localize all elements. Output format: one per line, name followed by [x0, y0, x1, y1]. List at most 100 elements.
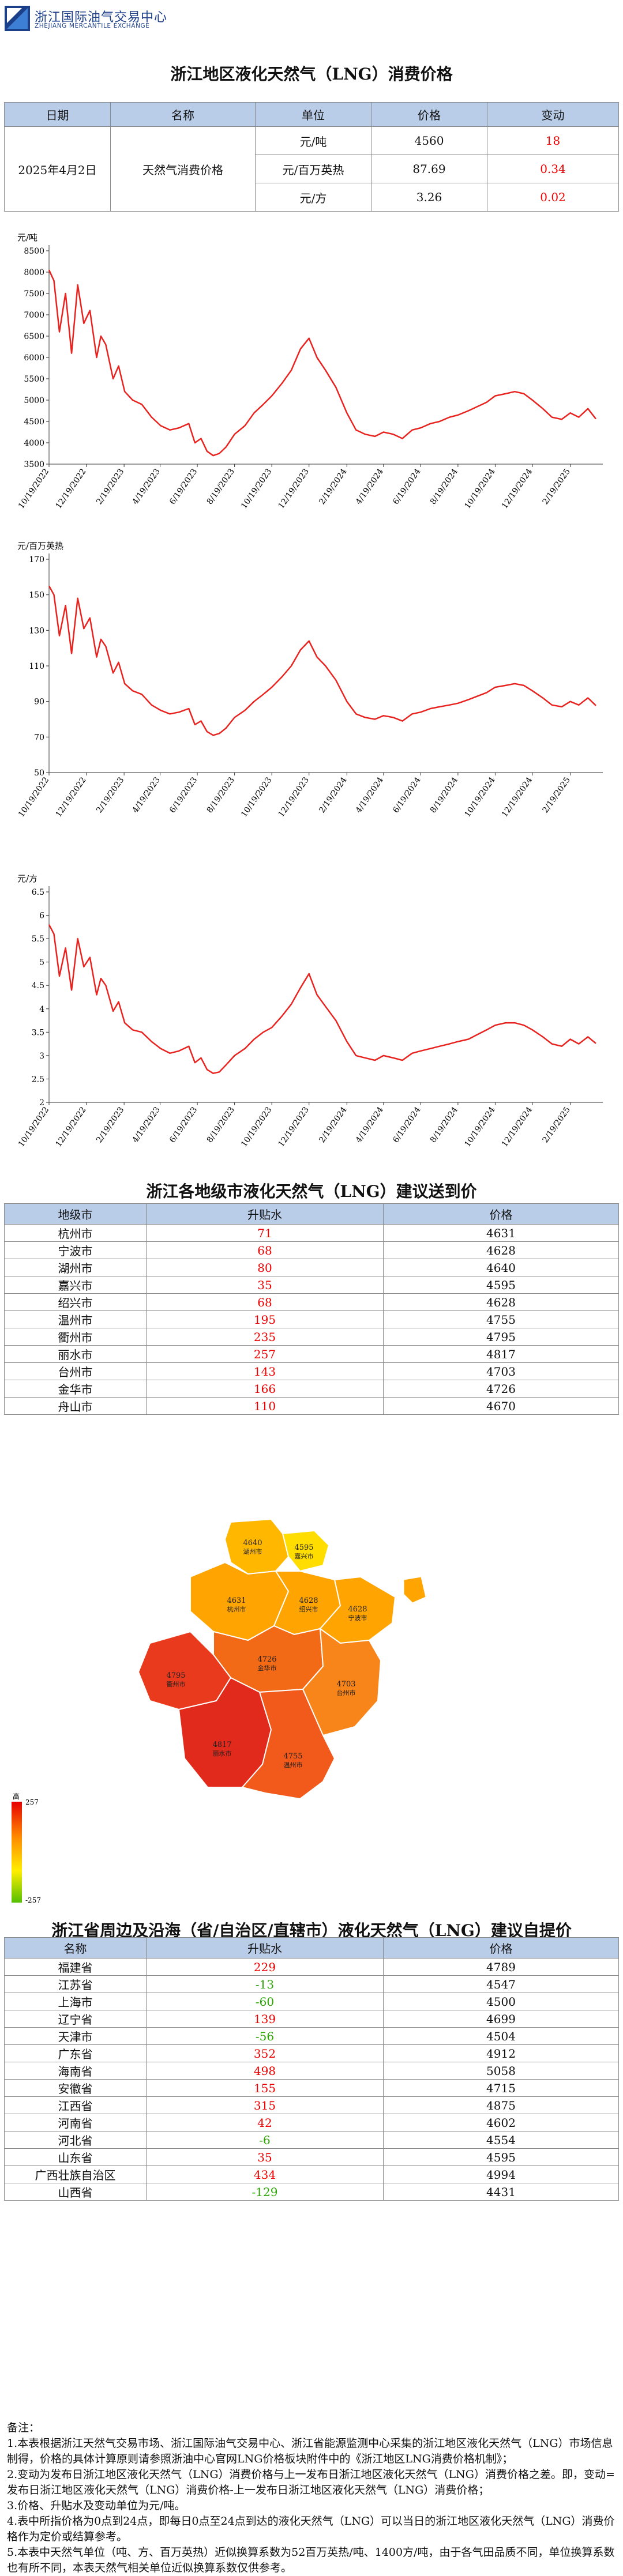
table-row: 福建省 229 4789	[4, 1958, 619, 1976]
chart-y-tick-label: 8500	[24, 247, 44, 256]
city-premium-cell: 35	[146, 1276, 384, 1294]
chart-y-tick-label: 50	[34, 769, 44, 778]
price-date: 2025年4月2日	[4, 126, 111, 212]
table-row: 江西省 315 4875	[4, 2096, 619, 2114]
chart-y-tick-label: 7000	[24, 311, 44, 320]
chart-series-line	[48, 924, 596, 1074]
chart-y-tick-label: 6	[39, 912, 44, 921]
chart-x-tick-label: 10/19/2023	[239, 467, 273, 510]
map-region-price: 4640	[243, 1539, 262, 1547]
table-row: 丽水市 257 4817	[4, 1345, 619, 1363]
chart-series-line	[48, 585, 596, 736]
province-price-cell: 4875	[383, 2096, 619, 2114]
price-per-ton-chart: 元/吨 3500 4000 4500 5000 5500 6000 6500 7000 7500 8…	[17, 232, 603, 510]
chart-x-tick-label: 4/19/2023	[131, 467, 162, 506]
chart-x-tick-label: 10/19/2024	[463, 467, 497, 510]
map-region-name: 湖州市	[243, 1547, 262, 1556]
org-name-en: ZHEJIANG MERCANTILE EXCHANGE	[35, 22, 150, 29]
change-cell: 0.02	[487, 183, 619, 212]
table-row: 山东省 35 4595	[4, 2148, 619, 2166]
chart-x-tick-label: 6/19/2024	[391, 775, 422, 815]
table-row: 河北省 -6 4554	[4, 2131, 619, 2149]
map-legend-high: 高	[13, 1792, 20, 1801]
col-header-price: 价格	[383, 1937, 619, 1959]
notes-heading: 备注：	[7, 2421, 40, 2434]
city-premium-cell: 257	[146, 1345, 384, 1363]
chart-x-tick-label: 12/19/2024	[500, 467, 534, 510]
city-price-cell: 4795	[383, 1328, 619, 1346]
table-row: 天津市 -56 4504	[4, 2027, 619, 2045]
province-price-cell: 4595	[383, 2148, 619, 2166]
chart-y-tick-label: 4000	[24, 439, 44, 448]
map-region-name: 宁波市	[348, 1614, 367, 1622]
chart-x-tick-label: 10/19/2022	[17, 467, 51, 510]
map-legend-bar	[12, 1802, 22, 1903]
exchange-logo-icon	[5, 6, 30, 31]
city-name-cell: 嘉兴市	[4, 1276, 147, 1294]
chart-x-tick-label: 4/19/2024	[354, 467, 385, 506]
city-price-cell: 4726	[383, 1380, 619, 1398]
chart-x-tick-label: 10/19/2022	[17, 775, 51, 819]
city-name-cell: 丽水市	[4, 1345, 147, 1363]
unit-cell: 元/方	[255, 183, 371, 212]
map-region-price: 4755	[283, 1752, 302, 1761]
city-name-cell: 舟山市	[4, 1397, 147, 1415]
chart-x-tick-label: 2/19/2025	[541, 1105, 572, 1144]
table-row: 上海市 -60 4500	[4, 1993, 619, 2010]
chart-y-tick-label: 170	[29, 555, 44, 564]
chart-unit-label: 元/百万英热	[17, 541, 63, 551]
city-price-cell: 4755	[383, 1310, 619, 1328]
col-header-change: 变动	[487, 102, 619, 127]
province-price-cell: 4431	[383, 2183, 619, 2201]
chart-y-tick-label: 70	[34, 733, 44, 742]
city-name-cell: 台州市	[4, 1362, 147, 1380]
chart-x-tick-label: 2/19/2023	[95, 775, 126, 815]
province-premium-cell: 155	[146, 2079, 384, 2097]
chart-x-tick-label: 2/19/2024	[317, 1105, 348, 1144]
table-row: 台州市 143 4703	[4, 1362, 619, 1380]
city-premium-cell: 68	[146, 1241, 384, 1259]
city-premium-cell: 71	[146, 1224, 384, 1242]
chart-unit-label: 元/方	[17, 873, 37, 884]
jiaxing-region	[282, 1530, 330, 1572]
city-price-cell: 4595	[383, 1276, 619, 1294]
map-region-price: 4631	[227, 1596, 246, 1605]
consumption-price-table: 日期 名称 单位 价格 变动 2025年4月2日 天然气消费价格 元/吨 456…	[4, 102, 619, 212]
province-section-title: 浙江省周边及沿海（省/自治区/直辖市）液化天然气（LNG）建议自提价	[51, 1921, 572, 1940]
chart-x-tick-label: 12/19/2023	[277, 775, 311, 819]
table-row: 广东省 352 4912	[4, 2044, 619, 2062]
map-region-name: 嘉兴市	[295, 1552, 314, 1560]
city-price-cell: 4670	[383, 1397, 619, 1415]
change-cell: 0.34	[487, 155, 619, 183]
wenzhou-region	[241, 1688, 336, 1800]
city-premium-cell: 143	[146, 1362, 384, 1380]
chart-x-tick-label: 12/19/2023	[277, 467, 311, 510]
chart-x-tick-label: 8/19/2024	[429, 775, 460, 815]
chart-y-tick-label: 6.5	[32, 888, 44, 897]
chart-x-tick-label: 4/19/2023	[131, 1105, 162, 1144]
chart-y-tick-label: 7500	[24, 289, 44, 299]
chart-y-tick-label: 6500	[24, 332, 44, 341]
chart-x-tick-label: 8/19/2024	[429, 1105, 460, 1144]
chart-x-tick-label: 6/19/2024	[391, 1105, 422, 1144]
table-row: 河南省 42 4602	[4, 2114, 619, 2131]
chart-x-tick-label: 2/19/2023	[95, 467, 126, 506]
chart-y-tick-label: 90	[34, 698, 44, 707]
city-premium-cell: 68	[146, 1293, 384, 1311]
chart-x-tick-label: 12/19/2024	[500, 775, 534, 819]
map-region-price: 4628	[299, 1596, 318, 1605]
province-price-cell: 5058	[383, 2062, 619, 2080]
chart-x-tick-label: 6/19/2023	[168, 1105, 199, 1144]
map-region-name: 丽水市	[213, 1749, 232, 1757]
chart-y-tick-label: 3	[39, 1052, 44, 1061]
map-region-name: 金华市	[258, 1664, 277, 1672]
chart-x-tick-label: 12/19/2022	[54, 775, 88, 819]
col-header-date: 日期	[4, 102, 111, 127]
chart-y-tick-label: 2	[39, 1098, 44, 1108]
chart-x-tick-label: 2/19/2024	[317, 467, 348, 506]
chart-unit-label: 元/吨	[17, 232, 37, 243]
col-header-unit: 单位	[255, 102, 371, 127]
map-legend-min: -257	[25, 1896, 41, 1903]
chart-y-tick-label: 4	[39, 1005, 44, 1014]
chart-y-tick-label: 5500	[24, 375, 44, 384]
